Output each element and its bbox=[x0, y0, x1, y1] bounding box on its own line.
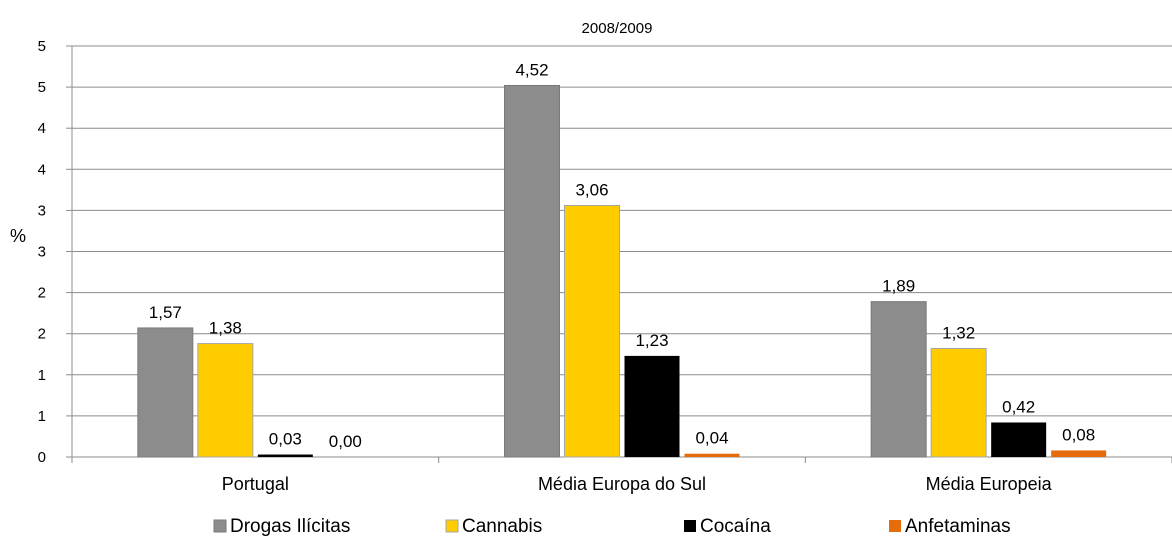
data-label: 1,89 bbox=[882, 277, 915, 296]
bar bbox=[684, 453, 740, 457]
x-category-label: Portugal bbox=[222, 474, 289, 494]
legend-label: Anfetaminas bbox=[905, 516, 1011, 537]
data-labels: 1,57 1,38 0,03 0,00 4,52 3,06 1,23 0,04 1,89 1,32… bbox=[149, 60, 1095, 451]
y-tick-label: 2 bbox=[38, 326, 46, 343]
data-label: 0,03 bbox=[269, 430, 302, 449]
y-axis-title: % bbox=[10, 226, 26, 246]
bars bbox=[137, 84, 1107, 458]
legend-label: Cocaína bbox=[700, 516, 771, 537]
bar bbox=[257, 454, 313, 457]
data-label: 1,32 bbox=[942, 323, 975, 342]
bar bbox=[1051, 450, 1107, 457]
data-label: 0,42 bbox=[1002, 397, 1035, 416]
bar bbox=[624, 355, 680, 457]
data-label: 3,06 bbox=[575, 180, 608, 199]
x-category-label: Média Europeia bbox=[926, 474, 1053, 494]
legend-swatch bbox=[889, 520, 901, 532]
legend-label: Cannabis bbox=[462, 516, 542, 537]
bar bbox=[504, 84, 560, 458]
data-label: 0,08 bbox=[1062, 425, 1095, 444]
gridlines bbox=[72, 45, 1172, 417]
y-tick-label: 3 bbox=[38, 244, 46, 261]
legend-label: Drogas Ilícitas bbox=[230, 516, 350, 537]
y-tick-label: 4 bbox=[38, 120, 46, 137]
bar bbox=[564, 204, 620, 458]
data-label: 4,52 bbox=[515, 60, 548, 79]
legend-swatch bbox=[684, 520, 696, 532]
data-label: 0,04 bbox=[695, 429, 728, 448]
bar bbox=[870, 301, 927, 458]
y-tick-label: 5 bbox=[38, 38, 46, 55]
data-label: 1,38 bbox=[209, 319, 242, 338]
y-tick-label: 1 bbox=[38, 367, 46, 384]
data-label: 1,57 bbox=[149, 303, 182, 322]
y-tick-label: 2 bbox=[38, 285, 46, 302]
bar bbox=[991, 422, 1047, 457]
legend: Drogas Ilícitas Cannabis Cocaína Anfetamina… bbox=[213, 516, 1011, 537]
legend-swatch bbox=[213, 519, 227, 533]
y-tick-label: 3 bbox=[38, 202, 46, 219]
data-label: 0,00 bbox=[329, 432, 362, 451]
data-label: 1,23 bbox=[635, 331, 668, 350]
legend-swatch bbox=[445, 519, 459, 533]
bar bbox=[137, 327, 194, 458]
y-tick-label: 0 bbox=[38, 449, 46, 466]
bar bbox=[930, 347, 987, 458]
chart-title: 2008/2009 bbox=[582, 20, 653, 37]
bar bbox=[197, 343, 254, 458]
y-tick-label: 5 bbox=[38, 79, 46, 96]
y-tick-label: 1 bbox=[38, 408, 46, 425]
axes: 0 1 1 2 2 3 3 4 4 5 5 Portugal Média Europa do Sul Mé… bbox=[38, 38, 1172, 494]
y-tick-label: 4 bbox=[38, 161, 46, 178]
x-category-label: Média Europa do Sul bbox=[538, 474, 706, 494]
